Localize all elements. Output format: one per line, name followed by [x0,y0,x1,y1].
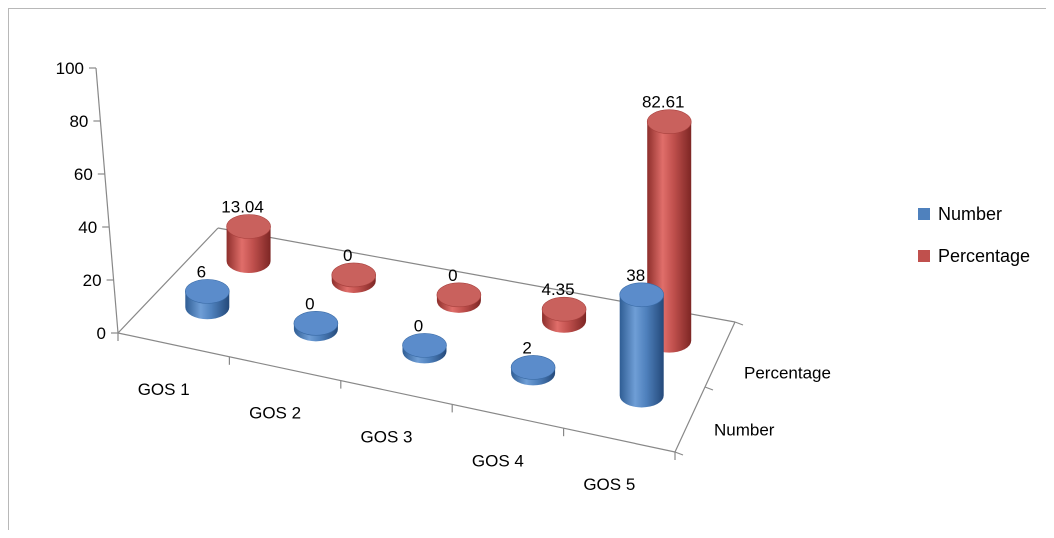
legend: Number Percentage [918,204,1030,266]
depth-tick [704,386,714,391]
category-label: GOS 3 [361,428,413,447]
bar-number-gos-5 [619,282,665,408]
legend-swatch [918,208,930,220]
data-label: 0 [343,246,352,265]
data-label: 13.04 [221,197,264,216]
data-label: 38 [626,266,645,285]
bar-top [619,282,665,308]
bar-number-gos-1 [185,279,230,320]
bar-top [541,296,587,322]
depth-tick [734,321,744,326]
y-tick-label: 80 [69,112,88,131]
bar-body [226,226,271,274]
bar-top [436,282,482,308]
legend-swatch [918,250,930,262]
data-label: 4.35 [542,280,575,299]
bars [185,109,692,408]
legend-label: Percentage [938,246,1030,266]
axes [89,67,744,460]
bar-top [293,311,339,336]
bar-top [510,355,556,380]
category-label: GOS 5 [583,475,635,494]
y-tick-label: 20 [83,271,102,290]
x-axis-line [117,332,676,453]
bar-percentage-gos-3 [436,282,482,313]
bar-body [619,294,664,408]
bar-percentage-gos-2 [331,262,377,293]
depth-tick [674,451,684,456]
depth-label: Number [714,421,775,440]
category-label: GOS 2 [249,404,301,423]
floor-left-edge [117,227,219,334]
data-label: 82.61 [642,93,685,112]
y-tick-label: 60 [74,165,93,184]
bar-percentage-gos-1 [226,214,271,274]
bar-top [185,279,230,304]
y-tick-label: 0 [97,324,106,343]
depth-label: Percentage [744,364,831,383]
bar-number-gos-2 [293,311,339,342]
y-tick-label: 100 [56,59,84,78]
data-label: 0 [448,266,457,285]
data-label: 0 [305,294,314,313]
y-tick-label: 40 [78,218,97,237]
bar-top [646,109,692,135]
data-label: 2 [522,338,531,357]
data-label: 6 [197,262,206,281]
bar-percentage-gos-4 [541,296,587,333]
data-label: 0 [414,316,423,335]
bar-number-gos-3 [402,333,447,364]
bar-top [331,262,377,288]
chart-frame [8,8,1046,530]
category-label: GOS 1 [138,380,190,399]
y-axis-line [95,67,119,334]
category-label: GOS 4 [472,451,524,470]
legend-label: Number [938,204,1002,224]
bar-top [402,333,447,358]
bar-top [226,214,271,239]
bar-number-gos-4 [510,355,556,386]
